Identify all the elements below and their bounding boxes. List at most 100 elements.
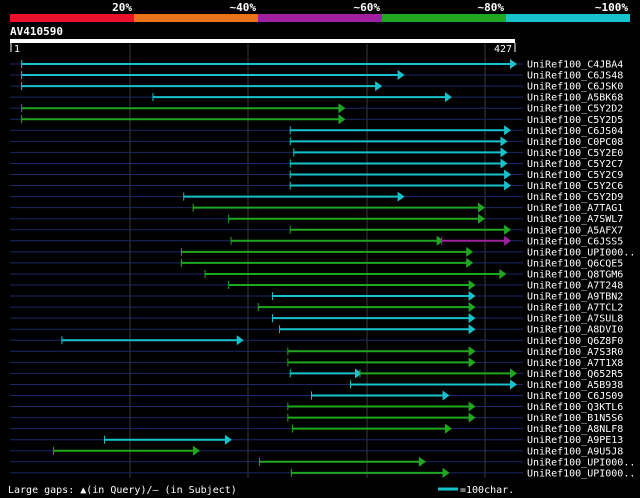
hit-label[interactable]: UniRef100_C6JSK0 bbox=[527, 82, 623, 93]
hit-row[interactable]: UniRef100_A7SUL8 bbox=[10, 313, 623, 325]
hit-row[interactable]: UniRef100_UPI000.. bbox=[10, 246, 635, 259]
segment-end-arrow bbox=[504, 180, 512, 191]
hit-label[interactable]: UniRef100_C5Y2D9 bbox=[527, 192, 623, 203]
hit-row[interactable]: UniRef100_A7T248 bbox=[10, 280, 623, 292]
segment-end-arrow bbox=[478, 213, 486, 224]
hit-row[interactable]: UniRef100_C5Y2D9 bbox=[10, 191, 623, 204]
hit-row[interactable]: UniRef100_A5AFX7 bbox=[10, 224, 623, 237]
hit-row[interactable]: UniRef100_C5Y2D2 bbox=[10, 103, 623, 115]
hit-row[interactable]: UniRef100_A7SWL7 bbox=[10, 213, 623, 226]
hit-label[interactable]: UniRef100_A9PE13 bbox=[527, 435, 623, 446]
hit-row[interactable]: UniRef100_A8NLF8 bbox=[10, 423, 623, 436]
hit-row[interactable]: UniRef100_A7TAG1 bbox=[10, 202, 623, 215]
query-name: AV410590 bbox=[10, 25, 63, 38]
segment-end-arrow bbox=[375, 81, 383, 92]
hit-row[interactable]: UniRef100_UPI000.. bbox=[10, 456, 635, 469]
segment-end-arrow bbox=[468, 346, 476, 357]
hit-label[interactable]: UniRef100_A5AFX7 bbox=[527, 225, 623, 236]
hit-row[interactable]: UniRef100_A5BK68 bbox=[10, 92, 623, 104]
segment-end-arrow bbox=[442, 390, 450, 401]
hit-label[interactable]: UniRef100_Q8TGM6 bbox=[527, 269, 623, 280]
segment-end-arrow bbox=[338, 114, 346, 125]
hit-label[interactable]: UniRef100_UPI000.. bbox=[527, 247, 635, 258]
segment-end-arrow bbox=[510, 379, 517, 390]
hit-row[interactable]: UniRef100_C4JBA4 bbox=[10, 59, 623, 71]
hit-row[interactable]: UniRef100_C0PC08 bbox=[10, 136, 623, 148]
hit-rows: UniRef100_C4JBA4UniRef100_C6JS48UniRef10… bbox=[10, 59, 635, 479]
hit-label[interactable]: UniRef100_C5Y2D2 bbox=[527, 104, 623, 115]
hit-label[interactable]: UniRef100_A5B938 bbox=[527, 380, 623, 391]
hit-row[interactable]: UniRef100_A7TCL2 bbox=[10, 302, 623, 314]
hit-label[interactable]: UniRef100_A7T1X8 bbox=[527, 358, 623, 369]
segment-end-arrow bbox=[355, 368, 363, 379]
hit-row[interactable]: UniRef100_C5Y2C7 bbox=[10, 158, 623, 170]
hit-row[interactable]: UniRef100_A9PE13 bbox=[10, 434, 623, 447]
hit-label[interactable]: UniRef100_Q6CQE5 bbox=[527, 258, 623, 269]
hit-row[interactable]: UniRef100_C5Y2D5 bbox=[10, 114, 623, 126]
hit-label[interactable]: UniRef100_C6JS48 bbox=[527, 71, 623, 82]
hit-row[interactable]: UniRef100_A8DVI0 bbox=[10, 324, 623, 336]
segment-end-arrow bbox=[338, 103, 346, 114]
hit-row[interactable]: UniRef100_A7S3R0 bbox=[10, 346, 623, 358]
hit-label[interactable]: UniRef100_C5Y2E0 bbox=[527, 148, 623, 159]
hit-row[interactable]: UniRef100_Q6Z8F0 bbox=[10, 335, 623, 347]
hit-row[interactable]: UniRef100_A9U5J8 bbox=[10, 445, 623, 458]
hit-row[interactable]: UniRef100_A7T1X8 bbox=[10, 357, 623, 369]
hit-label[interactable]: UniRef100_C6JS09 bbox=[527, 391, 623, 402]
hit-row[interactable]: UniRef100_UPI000.. bbox=[10, 467, 635, 480]
hit-row[interactable]: UniRef100_Q3KTL6 bbox=[10, 401, 623, 414]
hit-label[interactable]: UniRef100_Q652R5 bbox=[527, 369, 623, 380]
segment-end-arrow bbox=[500, 158, 508, 169]
segment-end-arrow bbox=[504, 224, 512, 235]
hit-label[interactable]: UniRef100_A7S3R0 bbox=[527, 347, 623, 358]
footer: Large gaps: ▲(in Query)/— (in Subject) =… bbox=[8, 485, 514, 496]
hit-row[interactable]: UniRef100_A9TBN2 bbox=[10, 291, 623, 303]
segment-end-arrow bbox=[468, 291, 476, 302]
hit-label[interactable]: UniRef100_A5BK68 bbox=[527, 93, 623, 104]
hit-row[interactable]: UniRef100_Q652R5 bbox=[10, 368, 623, 380]
hit-label[interactable]: UniRef100_A7SWL7 bbox=[527, 214, 623, 225]
hit-label[interactable]: UniRef100_A8DVI0 bbox=[527, 325, 623, 336]
hit-label[interactable]: UniRef100_A9U5J8 bbox=[527, 446, 623, 457]
segment-end-arrow bbox=[442, 467, 450, 478]
hit-label[interactable]: UniRef100_C4JBA4 bbox=[527, 60, 623, 71]
hit-label[interactable]: UniRef100_C0PC08 bbox=[527, 137, 623, 148]
hit-label[interactable]: UniRef100_C5Y2C6 bbox=[527, 181, 623, 192]
hit-row[interactable]: UniRef100_C6JSK0 bbox=[10, 81, 623, 93]
hit-label[interactable]: UniRef100_A7TAG1 bbox=[527, 203, 623, 214]
legend-swatch bbox=[10, 14, 134, 22]
hit-row[interactable]: UniRef100_A5B938 bbox=[10, 379, 623, 391]
hit-row[interactable]: UniRef100_Q6CQE5 bbox=[10, 257, 623, 270]
segment-end-arrow bbox=[510, 59, 517, 69]
hit-row[interactable]: UniRef100_C6JS09 bbox=[10, 390, 623, 403]
hit-row[interactable]: UniRef100_C5Y2C9 bbox=[10, 169, 623, 182]
hit-label[interactable]: UniRef100_C6JSS5 bbox=[527, 236, 623, 247]
hit-label[interactable]: UniRef100_C6JS04 bbox=[527, 126, 623, 137]
hit-label[interactable]: UniRef100_A7T248 bbox=[527, 281, 623, 292]
hit-row[interactable]: UniRef100_C5Y2C6 bbox=[10, 180, 623, 193]
segment-end-arrow bbox=[468, 401, 476, 412]
hit-row[interactable]: UniRef100_C6JSS5 bbox=[10, 235, 623, 248]
hit-label[interactable]: UniRef100_Q6Z8F0 bbox=[527, 336, 623, 347]
hit-label[interactable]: UniRef100_C5Y2C9 bbox=[527, 170, 623, 181]
hit-label[interactable]: UniRef100_UPI000.. bbox=[527, 468, 635, 479]
hit-label[interactable]: UniRef100_C5Y2D5 bbox=[527, 115, 623, 126]
hit-row[interactable]: UniRef100_C6JS04 bbox=[10, 125, 623, 137]
hit-row[interactable]: UniRef100_Q8TGM6 bbox=[10, 268, 623, 281]
hit-label[interactable]: UniRef100_A8NLF8 bbox=[527, 424, 623, 435]
hit-label[interactable]: UniRef100_UPI000.. bbox=[527, 457, 635, 468]
segment-end-arrow bbox=[444, 92, 452, 103]
segment-end-arrow bbox=[444, 423, 452, 434]
hit-row[interactable]: UniRef100_C5Y2E0 bbox=[10, 147, 623, 159]
hit-label[interactable]: UniRef100_A7SUL8 bbox=[527, 314, 623, 325]
hit-label[interactable]: UniRef100_Q3KTL6 bbox=[527, 402, 623, 413]
hit-label[interactable]: UniRef100_A7TCL2 bbox=[527, 303, 623, 314]
hit-label[interactable]: UniRef100_A9TBN2 bbox=[527, 292, 623, 303]
segment-end-arrow bbox=[504, 125, 512, 136]
hit-row[interactable]: UniRef100_C6JS48 bbox=[10, 70, 623, 82]
segment-end-arrow bbox=[510, 368, 517, 379]
gaps-legend: Large gaps: ▲(in Query)/— (in Subject) bbox=[8, 485, 237, 496]
hit-label[interactable]: UniRef100_C5Y2C7 bbox=[527, 159, 623, 170]
hit-label[interactable]: UniRef100_B1N5S6 bbox=[527, 413, 623, 424]
hit-row[interactable]: UniRef100_B1N5S6 bbox=[10, 412, 623, 425]
